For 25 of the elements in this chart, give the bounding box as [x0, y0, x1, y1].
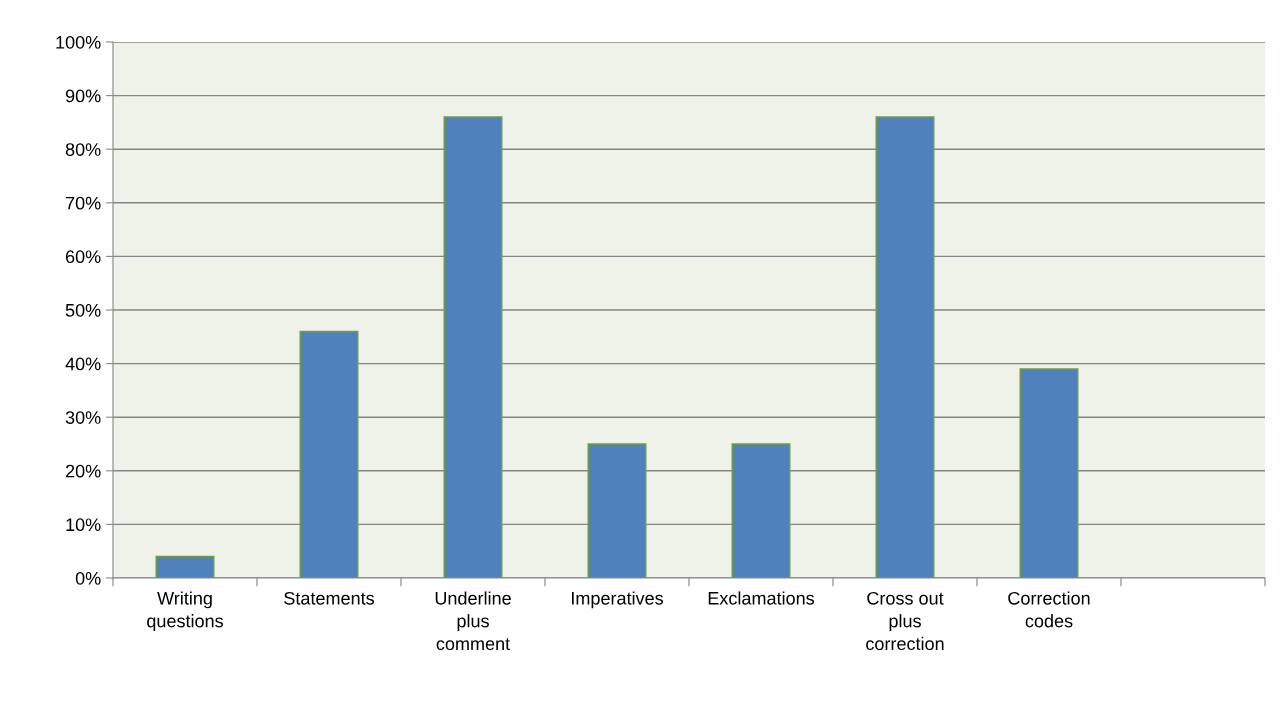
y-tick-label: 70% — [65, 196, 101, 210]
y-tick-label: 80% — [65, 143, 101, 156]
bar — [731, 443, 791, 578]
x-tick-label: Imperatives — [572, 591, 664, 609]
bar — [875, 116, 935, 578]
x-tick-label: Underline plus comment — [435, 591, 511, 651]
bar — [299, 330, 359, 578]
y-tick-label: 60% — [65, 250, 101, 264]
bar — [587, 443, 647, 578]
bar — [155, 555, 215, 578]
y-tick-label: 30% — [65, 411, 101, 424]
y-tick-label: 40% — [65, 357, 101, 371]
x-tick-label: Cross out plus correction — [866, 591, 944, 651]
x-tick-label: Statements — [284, 591, 375, 605]
y-tick-label: 90% — [65, 89, 101, 103]
y-tick-label: 20% — [65, 464, 101, 478]
y-tick-label: 50% — [65, 303, 101, 317]
y-tick-label: 10% — [66, 518, 101, 532]
x-tick-label: Writing questions — [147, 591, 223, 631]
bar — [443, 116, 503, 578]
x-tick-label: Exclamations — [708, 591, 815, 605]
x-tick-label: Correction codes — [1008, 591, 1090, 628]
y-tick-label: 0% — [75, 571, 101, 585]
bar — [1019, 368, 1079, 578]
y-tick-label: 100% — [56, 35, 101, 49]
